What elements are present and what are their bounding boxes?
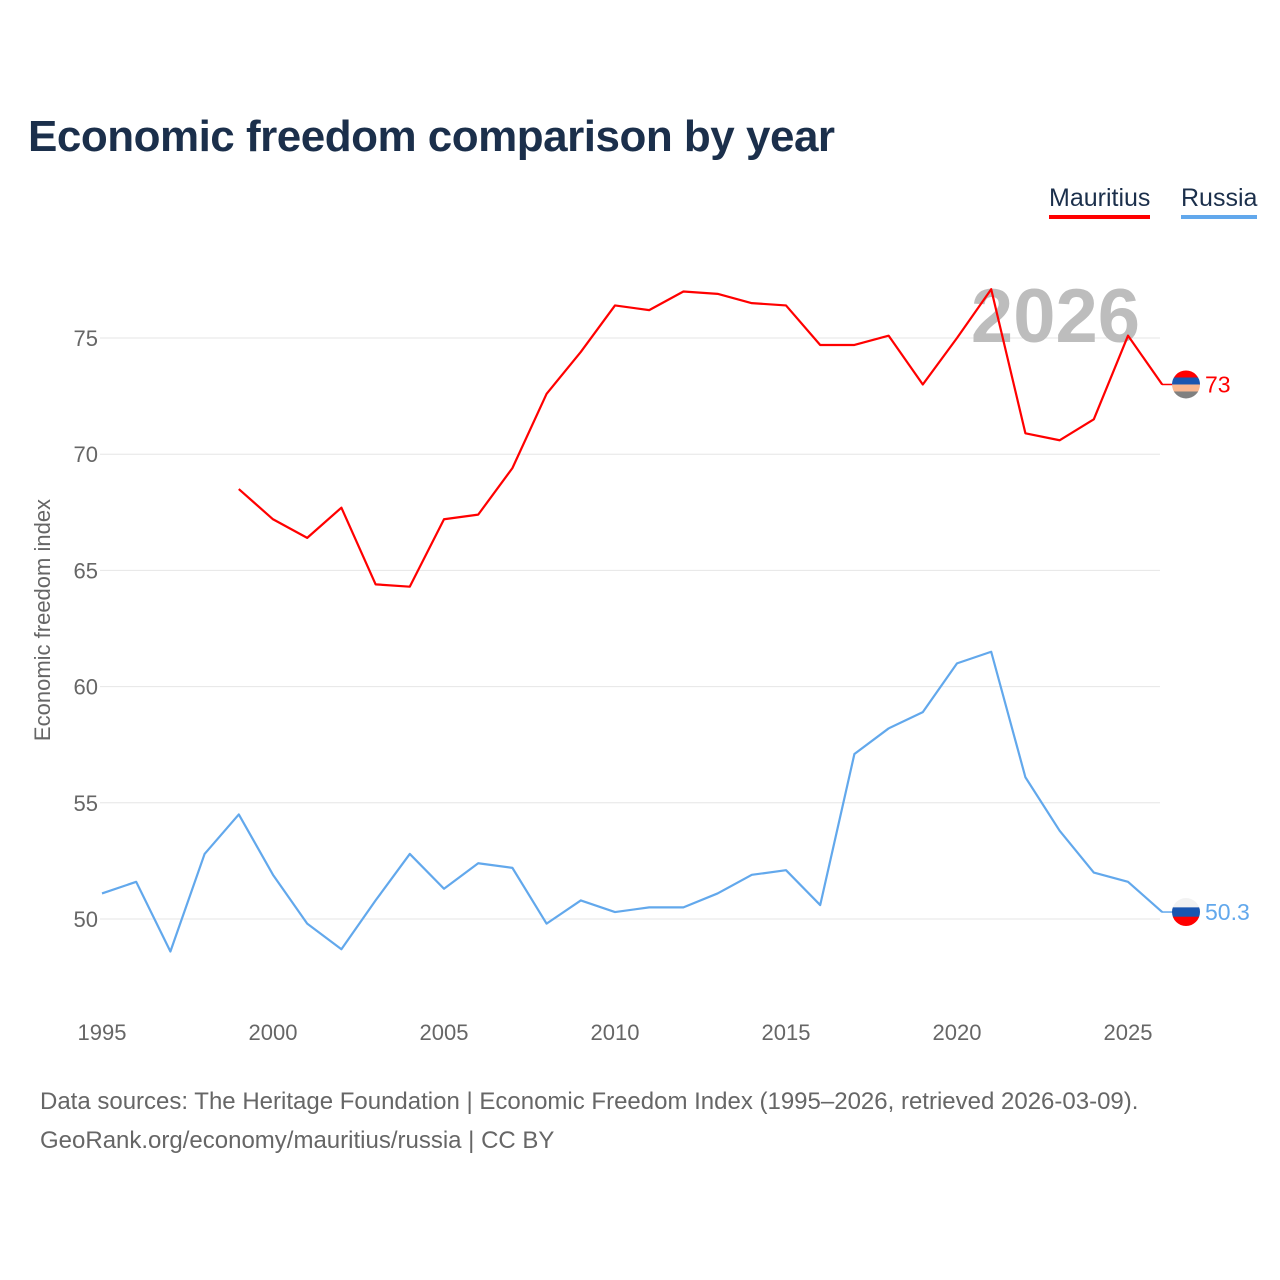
data-point [851,342,857,348]
data-point [988,649,994,655]
data-point [304,921,310,927]
flag-stripe [1172,377,1200,385]
data-point [886,725,892,731]
data-point [1057,828,1063,834]
data-point [202,851,208,857]
data-point [304,535,310,541]
data-point [1091,870,1097,876]
flag-stripe [1172,370,1200,378]
data-point [749,300,755,306]
data-point [475,860,481,866]
data-point [578,349,584,355]
y-tick-label: 65 [74,558,98,583]
y-tick-label: 70 [74,442,98,467]
data-point [1125,333,1131,339]
data-point [954,335,960,341]
data-point [1057,437,1063,443]
x-tick-label: 1995 [78,1020,127,1045]
y-tick-label: 50 [74,907,98,932]
data-point [646,904,652,910]
data-point [612,909,618,915]
data-point [441,886,447,892]
data-point [544,391,550,397]
y-tick-label: 60 [74,675,98,700]
data-point [715,291,721,297]
end-value-label: 50.3 [1205,899,1250,925]
data-point [851,751,857,757]
data-point [749,872,755,878]
data-point [783,867,789,873]
series-line-russia [101,650,1163,953]
data-point [1022,430,1028,436]
y-axis-label: Economic freedom index [30,499,55,741]
data-point [715,890,721,896]
data-point [441,516,447,522]
data-point [817,342,823,348]
data-sources: Data sources: The Heritage Foundation | … [40,1088,1139,1115]
y-tick-label: 75 [74,326,98,351]
data-point [886,333,892,339]
x-tick-label: 2005 [420,1020,469,1045]
data-point [509,465,515,471]
x-tick-label: 2015 [762,1020,811,1045]
data-point [544,921,550,927]
data-point [817,902,823,908]
flag-stripe [1172,391,1200,399]
series-line-mauritius [238,288,1164,588]
data-point [988,286,994,292]
credit-link[interactable]: GeoRank.org/economy/mauritius/russia | C… [40,1127,555,1154]
data-point [612,302,618,308]
data-point [338,505,344,511]
x-tick-label: 2000 [249,1020,298,1045]
data-point [270,516,276,522]
data-point [578,897,584,903]
legend-mauritius[interactable]: Mauritius [1049,184,1151,219]
data-point [338,946,344,952]
data-point [236,811,242,817]
data-point [680,289,686,295]
legend-russia[interactable]: Russia [1181,184,1258,219]
data-point [1125,879,1131,885]
end-value-label: 73 [1205,371,1231,397]
flag-icon-mauritius [1172,370,1200,399]
flag-stripe [1172,907,1200,918]
data-point [99,890,105,896]
data-point [167,949,173,955]
data-point [475,512,481,518]
data-point [920,381,926,387]
data-point [646,307,652,313]
year-watermark: 2026 [971,274,1140,359]
data-point [1022,774,1028,780]
data-point [133,879,139,885]
data-point [236,486,242,492]
data-point [1091,416,1097,422]
flag-stripe [1172,384,1200,392]
data-point [407,851,413,857]
data-point [680,904,686,910]
data-point [373,581,379,587]
x-tick-label: 2025 [1104,1020,1153,1045]
data-point [954,660,960,666]
chart-title: Economic freedom comparison by year [28,112,835,161]
data-point [920,709,926,715]
data-point [270,872,276,878]
data-point [783,302,789,308]
y-tick-label: 55 [74,791,98,816]
data-point [407,584,413,590]
x-tick-label: 2020 [933,1020,982,1045]
data-point [509,865,515,871]
data-point [373,897,379,903]
flag-stripe [1172,916,1200,927]
x-tick-label: 2010 [591,1020,640,1045]
flag-icon-russia [1172,898,1200,927]
flag-stripe [1172,898,1200,908]
